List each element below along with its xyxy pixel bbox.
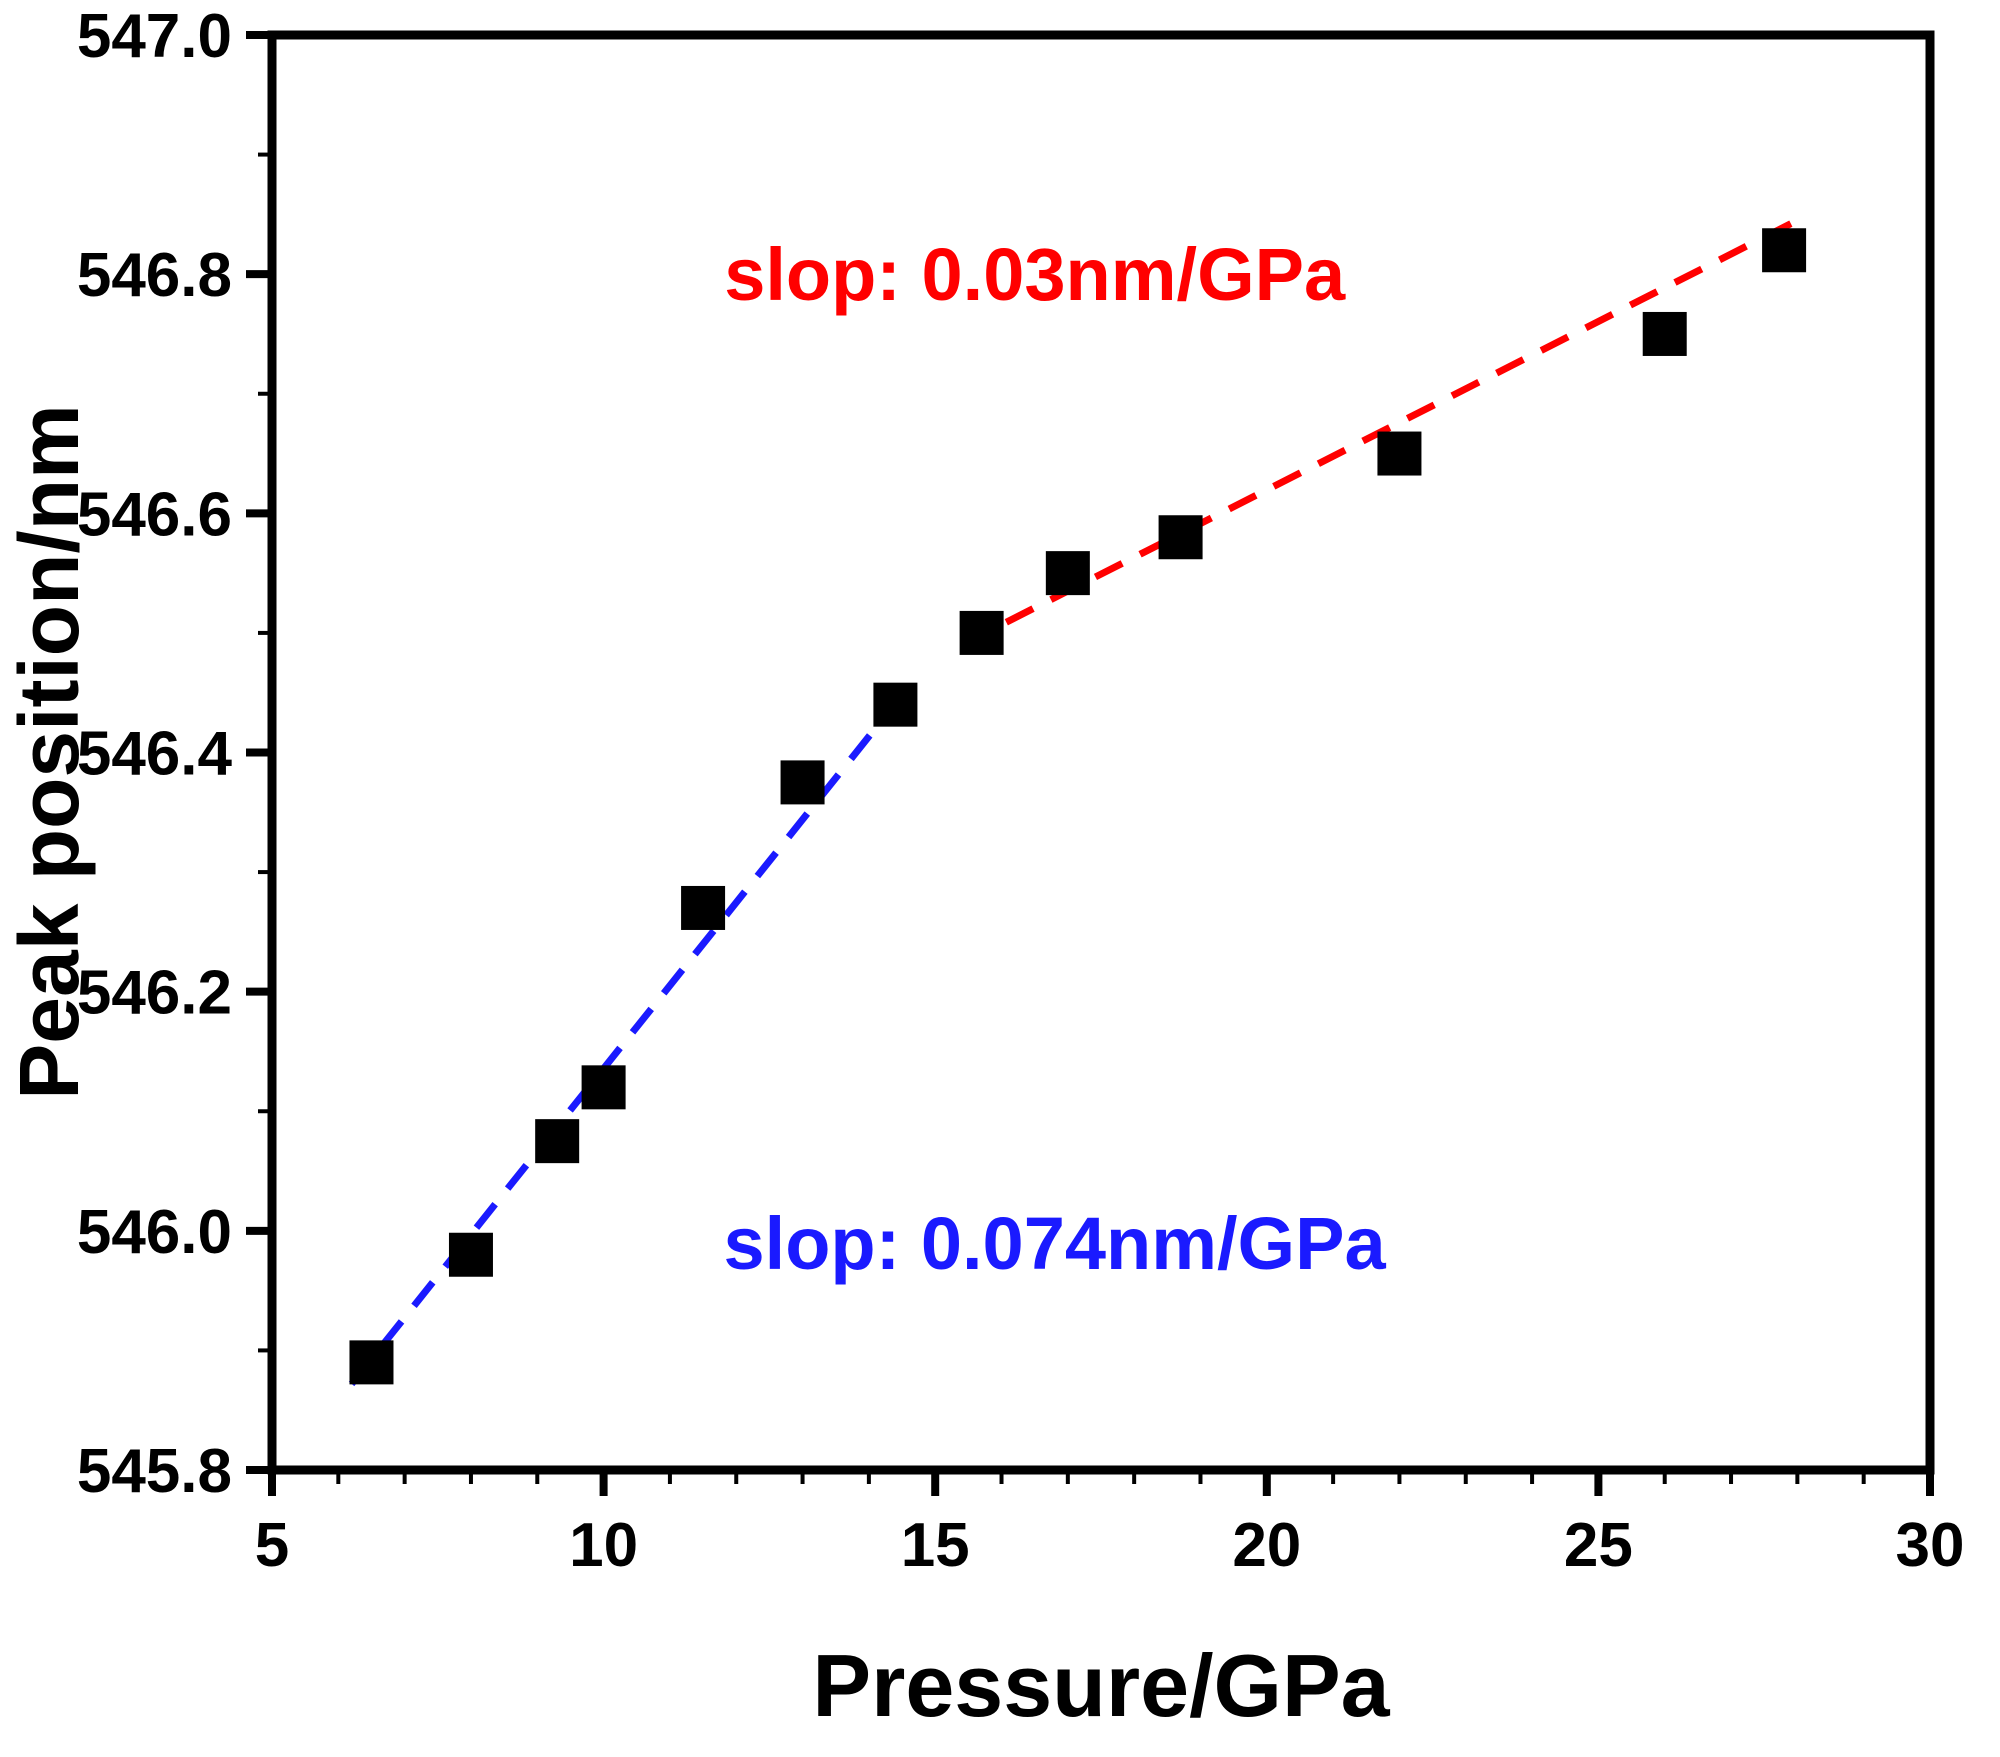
annotation-red-slope: slop: 0.03nm/GPa (724, 233, 1346, 316)
y-tick-label: 546.2 (77, 959, 232, 1028)
x-tick-label: 10 (569, 1511, 638, 1580)
x-tick-label: 5 (255, 1511, 289, 1580)
x-tick-label: 30 (1896, 1511, 1965, 1580)
data-point-marker (1158, 515, 1203, 560)
data-point-marker (1642, 311, 1687, 356)
y-tick-label: 545.8 (77, 1437, 232, 1506)
data-point-marker (1377, 431, 1422, 476)
y-tick-label: 546.4 (77, 720, 233, 789)
data-point-marker (681, 885, 726, 930)
y-tick-label: 546.6 (77, 480, 232, 549)
x-axis-label: Pressure/GPa (812, 1636, 1390, 1735)
data-point-marker (581, 1065, 626, 1110)
annotation-blue-slope: slop: 0.074nm/GPa (724, 1202, 1387, 1285)
x-tick-label: 20 (1232, 1511, 1301, 1580)
data-point-marker (1762, 228, 1807, 273)
data-point-marker (349, 1340, 394, 1385)
y-tick-label: 547.0 (77, 2, 232, 71)
x-tick-label: 25 (1564, 1511, 1633, 1580)
data-point-marker (448, 1232, 493, 1277)
y-axis-label: Peak position/nm (2, 404, 96, 1099)
plot-area: 5 10 15 20 25 30 545.8 546.0 546.2 546.4 546.6 546.… (77, 2, 1965, 1580)
data-point-marker (873, 682, 918, 727)
data-point-marker (535, 1119, 580, 1164)
data-point-marker (959, 610, 1004, 655)
data-point-marker (1045, 551, 1090, 596)
y-tick-label: 546.0 (77, 1198, 232, 1267)
x-tick-label: 15 (901, 1511, 970, 1580)
data-point-marker (780, 760, 825, 805)
y-tick-label: 546.8 (77, 241, 232, 310)
